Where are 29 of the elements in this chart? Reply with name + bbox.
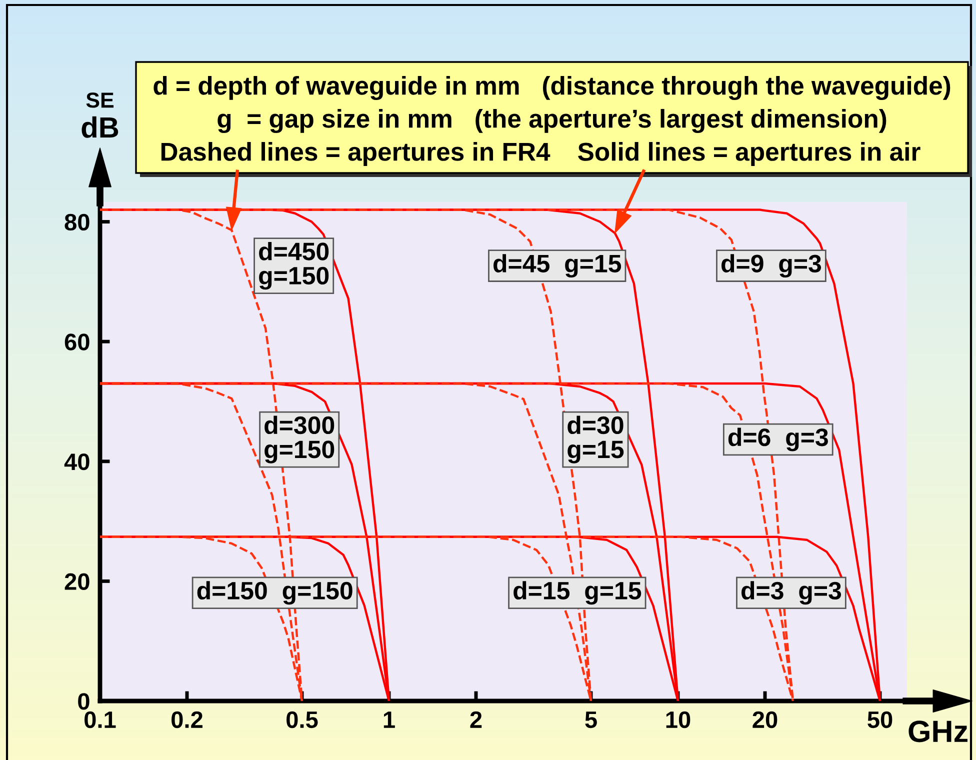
series-label: d=150 g=150	[197, 581, 352, 605]
annotation: Solid lines = apertures in air	[578, 142, 920, 166]
series-label: d=30 g=15	[568, 416, 624, 464]
series-label: d=45 g=15	[494, 254, 622, 278]
series-label: d=450 g=150	[259, 242, 329, 290]
series-label: d=9 g=3	[722, 254, 822, 278]
y-tick-label: 40	[64, 453, 90, 470]
x-tick-label: 20	[752, 711, 778, 728]
y-tick-label: 20	[64, 573, 90, 590]
x-tick-label: 2	[470, 711, 482, 728]
series-label: d=6 g=3	[728, 428, 828, 452]
annotation: Dashed lines = apertures in FR4	[161, 142, 550, 166]
x-tick-label: 0.1	[84, 711, 116, 728]
text: g = gap size in mm (the aperture’s largest dimension)	[218, 108, 886, 134]
y-axis-title: SE dB	[82, 92, 118, 138]
y-tick-label: 60	[64, 334, 90, 350]
x-tick-label: 1	[384, 712, 395, 728]
series-label: d=3 g=3	[742, 581, 842, 605]
series-label: d=15 g=15	[514, 581, 642, 605]
x-tick-label: 5	[585, 712, 597, 728]
x-tick-label: 10	[666, 711, 690, 728]
x-tick-label: 0.5	[286, 711, 318, 728]
y-tick-label: 0	[78, 693, 90, 710]
x-axis-title: GHz	[908, 720, 968, 742]
x-tick-label: 0.2	[172, 711, 202, 728]
series-label: d=300 g=150	[264, 416, 334, 464]
y-tick-label: 80	[64, 214, 90, 231]
x-tick-label: 50	[868, 711, 892, 728]
text: d = depth of waveguide in mm (distance through the waveguide)	[154, 76, 950, 100]
